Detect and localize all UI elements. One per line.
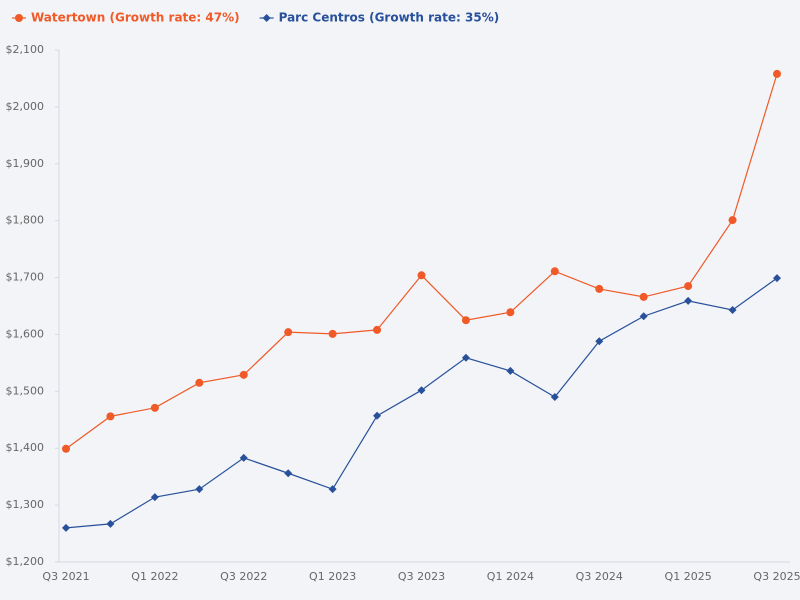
legend: Watertown (Growth rate: 47%) Parc Centros… xyxy=(12,11,499,25)
data-point xyxy=(550,393,559,402)
data-point xyxy=(550,267,559,276)
data-point xyxy=(728,305,737,314)
data-point xyxy=(728,216,737,225)
data-point xyxy=(417,271,426,280)
series-line xyxy=(65,277,778,529)
y-tick-label: $1,700 xyxy=(6,271,45,284)
x-tick-label: Q1 2025 xyxy=(665,570,712,583)
legend-label: Watertown (Growth rate: 47%) xyxy=(31,11,240,25)
data-point xyxy=(461,316,470,325)
data-point xyxy=(284,469,293,478)
x-tick-label: Q3 2023 xyxy=(398,570,445,583)
y-tick-label: $1,400 xyxy=(6,441,45,454)
y-tick-label: $1,300 xyxy=(6,498,45,511)
data-point xyxy=(195,485,204,494)
x-tick-label: Q3 2021 xyxy=(42,570,89,583)
x-tick-label: Q3 2024 xyxy=(576,570,623,583)
data-point xyxy=(150,403,159,412)
x-tick-label: Q3 2025 xyxy=(753,570,800,583)
data-point xyxy=(195,378,204,387)
x-tick-label: Q1 2023 xyxy=(309,570,356,583)
data-point xyxy=(639,292,648,301)
y-tick-label: $1,900 xyxy=(6,157,45,170)
data-point xyxy=(639,312,648,321)
data-point xyxy=(595,337,604,346)
data-point xyxy=(373,325,382,334)
y-tick-label: $2,000 xyxy=(6,100,45,113)
data-point xyxy=(239,370,248,379)
data-point xyxy=(373,411,382,420)
data-point xyxy=(150,493,159,502)
data-point xyxy=(417,386,426,395)
data-point xyxy=(328,329,337,338)
data-point xyxy=(773,274,781,283)
y-tick-label: $1,200 xyxy=(6,555,45,568)
data-point xyxy=(506,366,515,375)
y-tick-label: $1,600 xyxy=(6,327,45,340)
data-point xyxy=(328,485,337,494)
data-point xyxy=(461,353,470,362)
data-point xyxy=(239,453,248,462)
data-point xyxy=(106,519,115,528)
data-point xyxy=(62,523,70,532)
data-point xyxy=(106,412,115,421)
x-tick-label: Q1 2022 xyxy=(131,570,178,583)
legend-symbol xyxy=(262,14,271,22)
data-point xyxy=(595,284,604,293)
data-point xyxy=(684,296,693,305)
y-tick-label: $2,100 xyxy=(6,43,45,56)
y-tick-label: $1,500 xyxy=(6,384,45,397)
data-point xyxy=(684,282,693,291)
y-tick-label: $1,800 xyxy=(6,214,45,227)
data-point xyxy=(506,308,515,317)
data-point xyxy=(62,444,70,453)
x-tick-label: Q3 2022 xyxy=(220,570,267,583)
x-tick-label: Q1 2024 xyxy=(487,570,534,583)
data-point xyxy=(284,328,293,337)
legend-label: Parc Centros (Growth rate: 35%) xyxy=(279,11,500,25)
data-point xyxy=(773,69,781,78)
legend-symbol xyxy=(15,14,23,22)
